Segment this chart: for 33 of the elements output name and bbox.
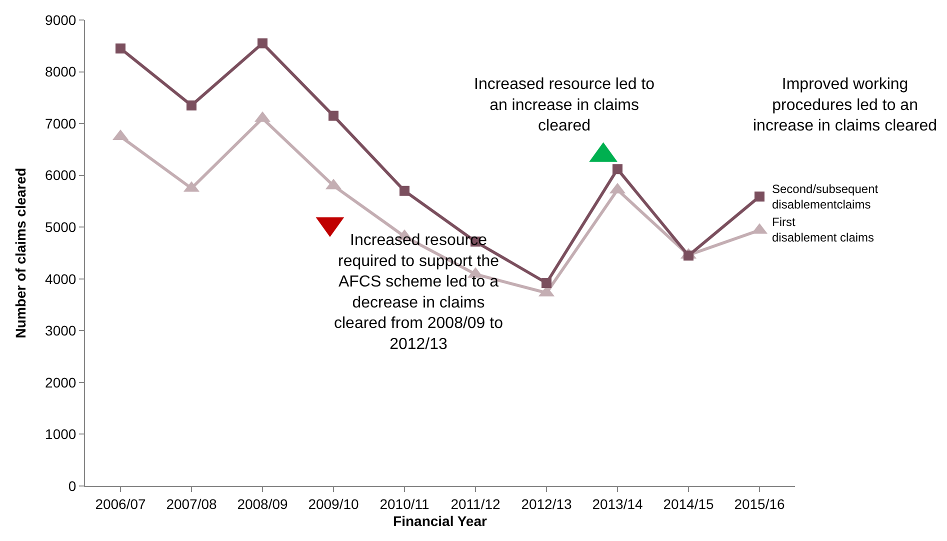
y-tick-label: 0 — [68, 478, 76, 494]
y-tick-label: 6000 — [45, 167, 76, 184]
point — [754, 192, 764, 202]
point — [186, 100, 196, 110]
y-tick-label: 7000 — [45, 115, 76, 132]
point — [612, 164, 622, 174]
x-tick-label: 2011/12 — [450, 496, 500, 512]
annotation: Increased resource led to an increase in claims cleared — [474, 76, 655, 135]
point — [400, 186, 410, 196]
series-label: Second/subsequent disablementclaims — [772, 182, 879, 212]
annotation: Improved working procedures led to an increase in claims cleared — [753, 76, 938, 135]
x-tick-label: 2010/11 — [380, 496, 430, 512]
y-tick-label: 2000 — [45, 374, 76, 390]
point — [116, 43, 126, 54]
y-tick-label: 3000 — [45, 322, 76, 339]
y-tick-label: 4000 — [45, 270, 76, 287]
point — [328, 110, 338, 121]
point — [258, 38, 268, 48]
y-tick-label: 5000 — [45, 219, 76, 236]
x-tick-label: 2013/14 — [592, 496, 644, 512]
x-tick-label: 2014/15 — [663, 496, 714, 512]
x-tick-label: 2015/16 — [734, 496, 786, 512]
y-tick-label: 9000 — [45, 12, 76, 28]
x-tick-label: 2006/07 — [95, 496, 146, 512]
series-label: First disablement claims — [772, 215, 874, 245]
y-tick-label: 1000 — [45, 426, 76, 442]
y-tick-label: 8000 — [45, 64, 76, 80]
y-axis-title: Number of claims cleared — [12, 168, 29, 338]
x-axis-title: Financial Year — [393, 513, 488, 530]
x-tick-label: 2012/13 — [521, 496, 572, 512]
x-tick-label: 2008/09 — [237, 496, 288, 512]
x-tick-label: 2009/10 — [308, 496, 360, 512]
x-tick-label: 2007/08 — [166, 496, 218, 512]
